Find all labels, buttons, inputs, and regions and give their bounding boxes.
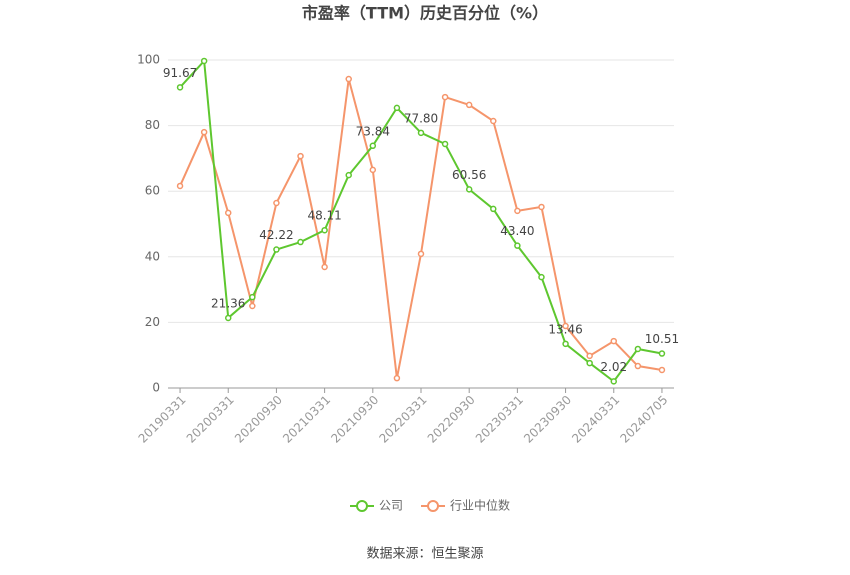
point bbox=[176, 84, 184, 91]
chart-title: 市盈率（TTM）历史百分位（%） bbox=[302, 4, 548, 23]
point bbox=[273, 246, 280, 253]
point bbox=[610, 378, 618, 385]
x-tick-label: 20200331 bbox=[184, 393, 237, 446]
point bbox=[393, 104, 401, 112]
x-tick-label: 20240331 bbox=[569, 393, 622, 446]
value-label: 48.11 bbox=[307, 209, 341, 223]
point bbox=[634, 362, 642, 370]
legend-label: 公司 bbox=[379, 499, 403, 513]
value-label: 13.46 bbox=[548, 322, 582, 336]
point bbox=[321, 263, 328, 271]
point bbox=[465, 101, 473, 109]
point bbox=[586, 352, 593, 360]
point bbox=[441, 140, 449, 148]
value-label: 77.80 bbox=[404, 111, 438, 125]
point bbox=[538, 203, 545, 211]
x-tick-label: 20200930 bbox=[232, 393, 285, 446]
x-tick-label: 20210331 bbox=[280, 393, 333, 446]
point bbox=[393, 374, 401, 382]
series-line bbox=[179, 58, 663, 383]
x-tick-label: 20220930 bbox=[425, 393, 478, 446]
x-tick-label: 20240705 bbox=[617, 393, 670, 446]
point bbox=[586, 359, 593, 367]
point bbox=[345, 75, 352, 83]
point bbox=[610, 337, 618, 345]
point bbox=[200, 128, 208, 136]
point bbox=[490, 205, 497, 213]
value-label: 43.40 bbox=[500, 224, 534, 238]
x-tick-label: 20230930 bbox=[521, 393, 574, 446]
point bbox=[200, 57, 208, 65]
value-label: 73.84 bbox=[356, 124, 390, 138]
point bbox=[249, 293, 256, 301]
point bbox=[273, 199, 280, 207]
y-tick-label: 40 bbox=[145, 249, 160, 263]
x-tick-label: 20220331 bbox=[377, 393, 430, 446]
point bbox=[321, 226, 328, 234]
point bbox=[224, 314, 232, 322]
y-tick-label: 100 bbox=[137, 53, 160, 67]
point bbox=[441, 93, 449, 101]
point bbox=[176, 182, 184, 190]
point bbox=[634, 345, 642, 353]
point bbox=[465, 186, 473, 193]
point bbox=[514, 207, 521, 215]
point bbox=[658, 350, 666, 357]
point bbox=[297, 152, 304, 160]
legend-marker bbox=[427, 500, 440, 512]
point bbox=[514, 242, 521, 249]
point bbox=[562, 340, 569, 348]
x-tick-label: 20230331 bbox=[473, 393, 526, 446]
legend-marker bbox=[356, 500, 368, 512]
y-tick-label: 0 bbox=[152, 381, 160, 395]
point bbox=[658, 366, 666, 374]
value-label: 42.22 bbox=[259, 228, 293, 242]
point bbox=[417, 129, 425, 137]
point bbox=[297, 238, 304, 246]
point bbox=[417, 250, 425, 258]
source: 数据来源：恒生聚源 bbox=[366, 547, 483, 562]
point bbox=[369, 142, 377, 150]
point bbox=[562, 322, 569, 330]
legend-label: 行业中位数 bbox=[450, 498, 510, 513]
y-tick-label: 20 bbox=[145, 315, 160, 329]
point bbox=[369, 166, 377, 174]
point bbox=[538, 273, 545, 281]
point bbox=[224, 209, 232, 217]
point bbox=[490, 117, 497, 125]
y-tick-label: 60 bbox=[145, 184, 160, 198]
value-label: 10.51 bbox=[645, 332, 679, 346]
value-label: 2.02 bbox=[600, 360, 627, 374]
x-tick-label: 20210930 bbox=[328, 393, 381, 446]
x-tick-label: 20190331 bbox=[136, 393, 189, 446]
value-label: 60.56 bbox=[452, 168, 486, 182]
point bbox=[345, 171, 352, 179]
value-label: 21.36 bbox=[211, 296, 245, 310]
point bbox=[249, 302, 256, 310]
value-label: 91.67 bbox=[163, 66, 197, 80]
y-tick-label: 80 bbox=[145, 118, 160, 132]
